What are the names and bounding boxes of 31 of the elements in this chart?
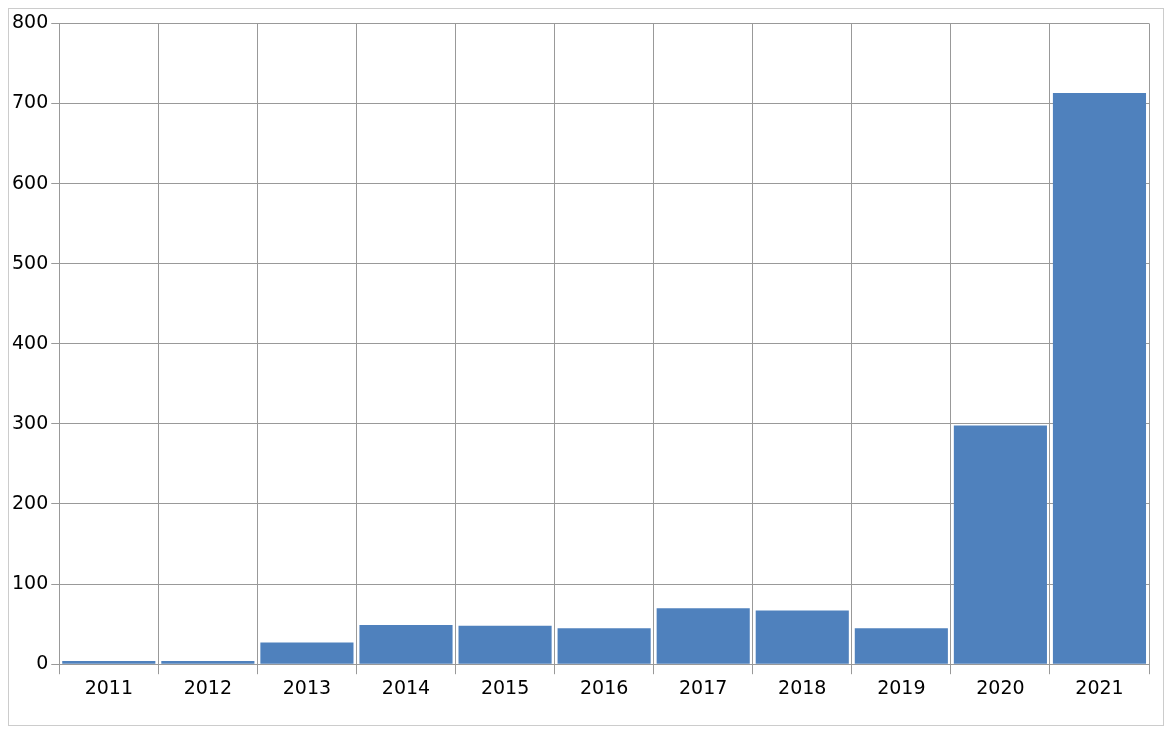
y-tick-label: 700 [12, 90, 49, 113]
y-tick-label: 0 [36, 651, 49, 674]
x-tick-label: 2016 [579, 675, 629, 698]
y-tick-label: 300 [12, 410, 49, 433]
y-tick-label: 400 [12, 330, 49, 353]
y-tick-label: 800 [12, 10, 49, 33]
x-tick-label: 2011 [84, 675, 133, 698]
y-tick-label: 600 [12, 170, 49, 193]
bar [953, 425, 1047, 664]
x-tick-label: 2014 [381, 675, 431, 698]
x-tick-label: 2020 [976, 675, 1025, 698]
x-tick-label: 2019 [877, 675, 926, 698]
bar [557, 628, 651, 664]
bar [755, 610, 849, 664]
x-tick-label: 2021 [1075, 675, 1124, 698]
bar [62, 661, 156, 664]
bar [656, 608, 750, 664]
y-tick-label: 100 [12, 571, 49, 594]
x-tick-label: 2017 [679, 675, 728, 698]
x-tick-label: 2012 [183, 675, 233, 698]
bar [359, 624, 453, 664]
x-tick-label: 2013 [282, 675, 332, 698]
bar [260, 642, 354, 664]
bar [1052, 93, 1147, 664]
y-tick-label: 500 [12, 250, 49, 273]
x-tick-label: 2018 [778, 675, 827, 698]
y-tick-label: 200 [12, 490, 49, 513]
x-tick-label: 2015 [480, 675, 530, 698]
bar [854, 628, 948, 664]
bar [161, 661, 255, 664]
bar [458, 625, 552, 664]
